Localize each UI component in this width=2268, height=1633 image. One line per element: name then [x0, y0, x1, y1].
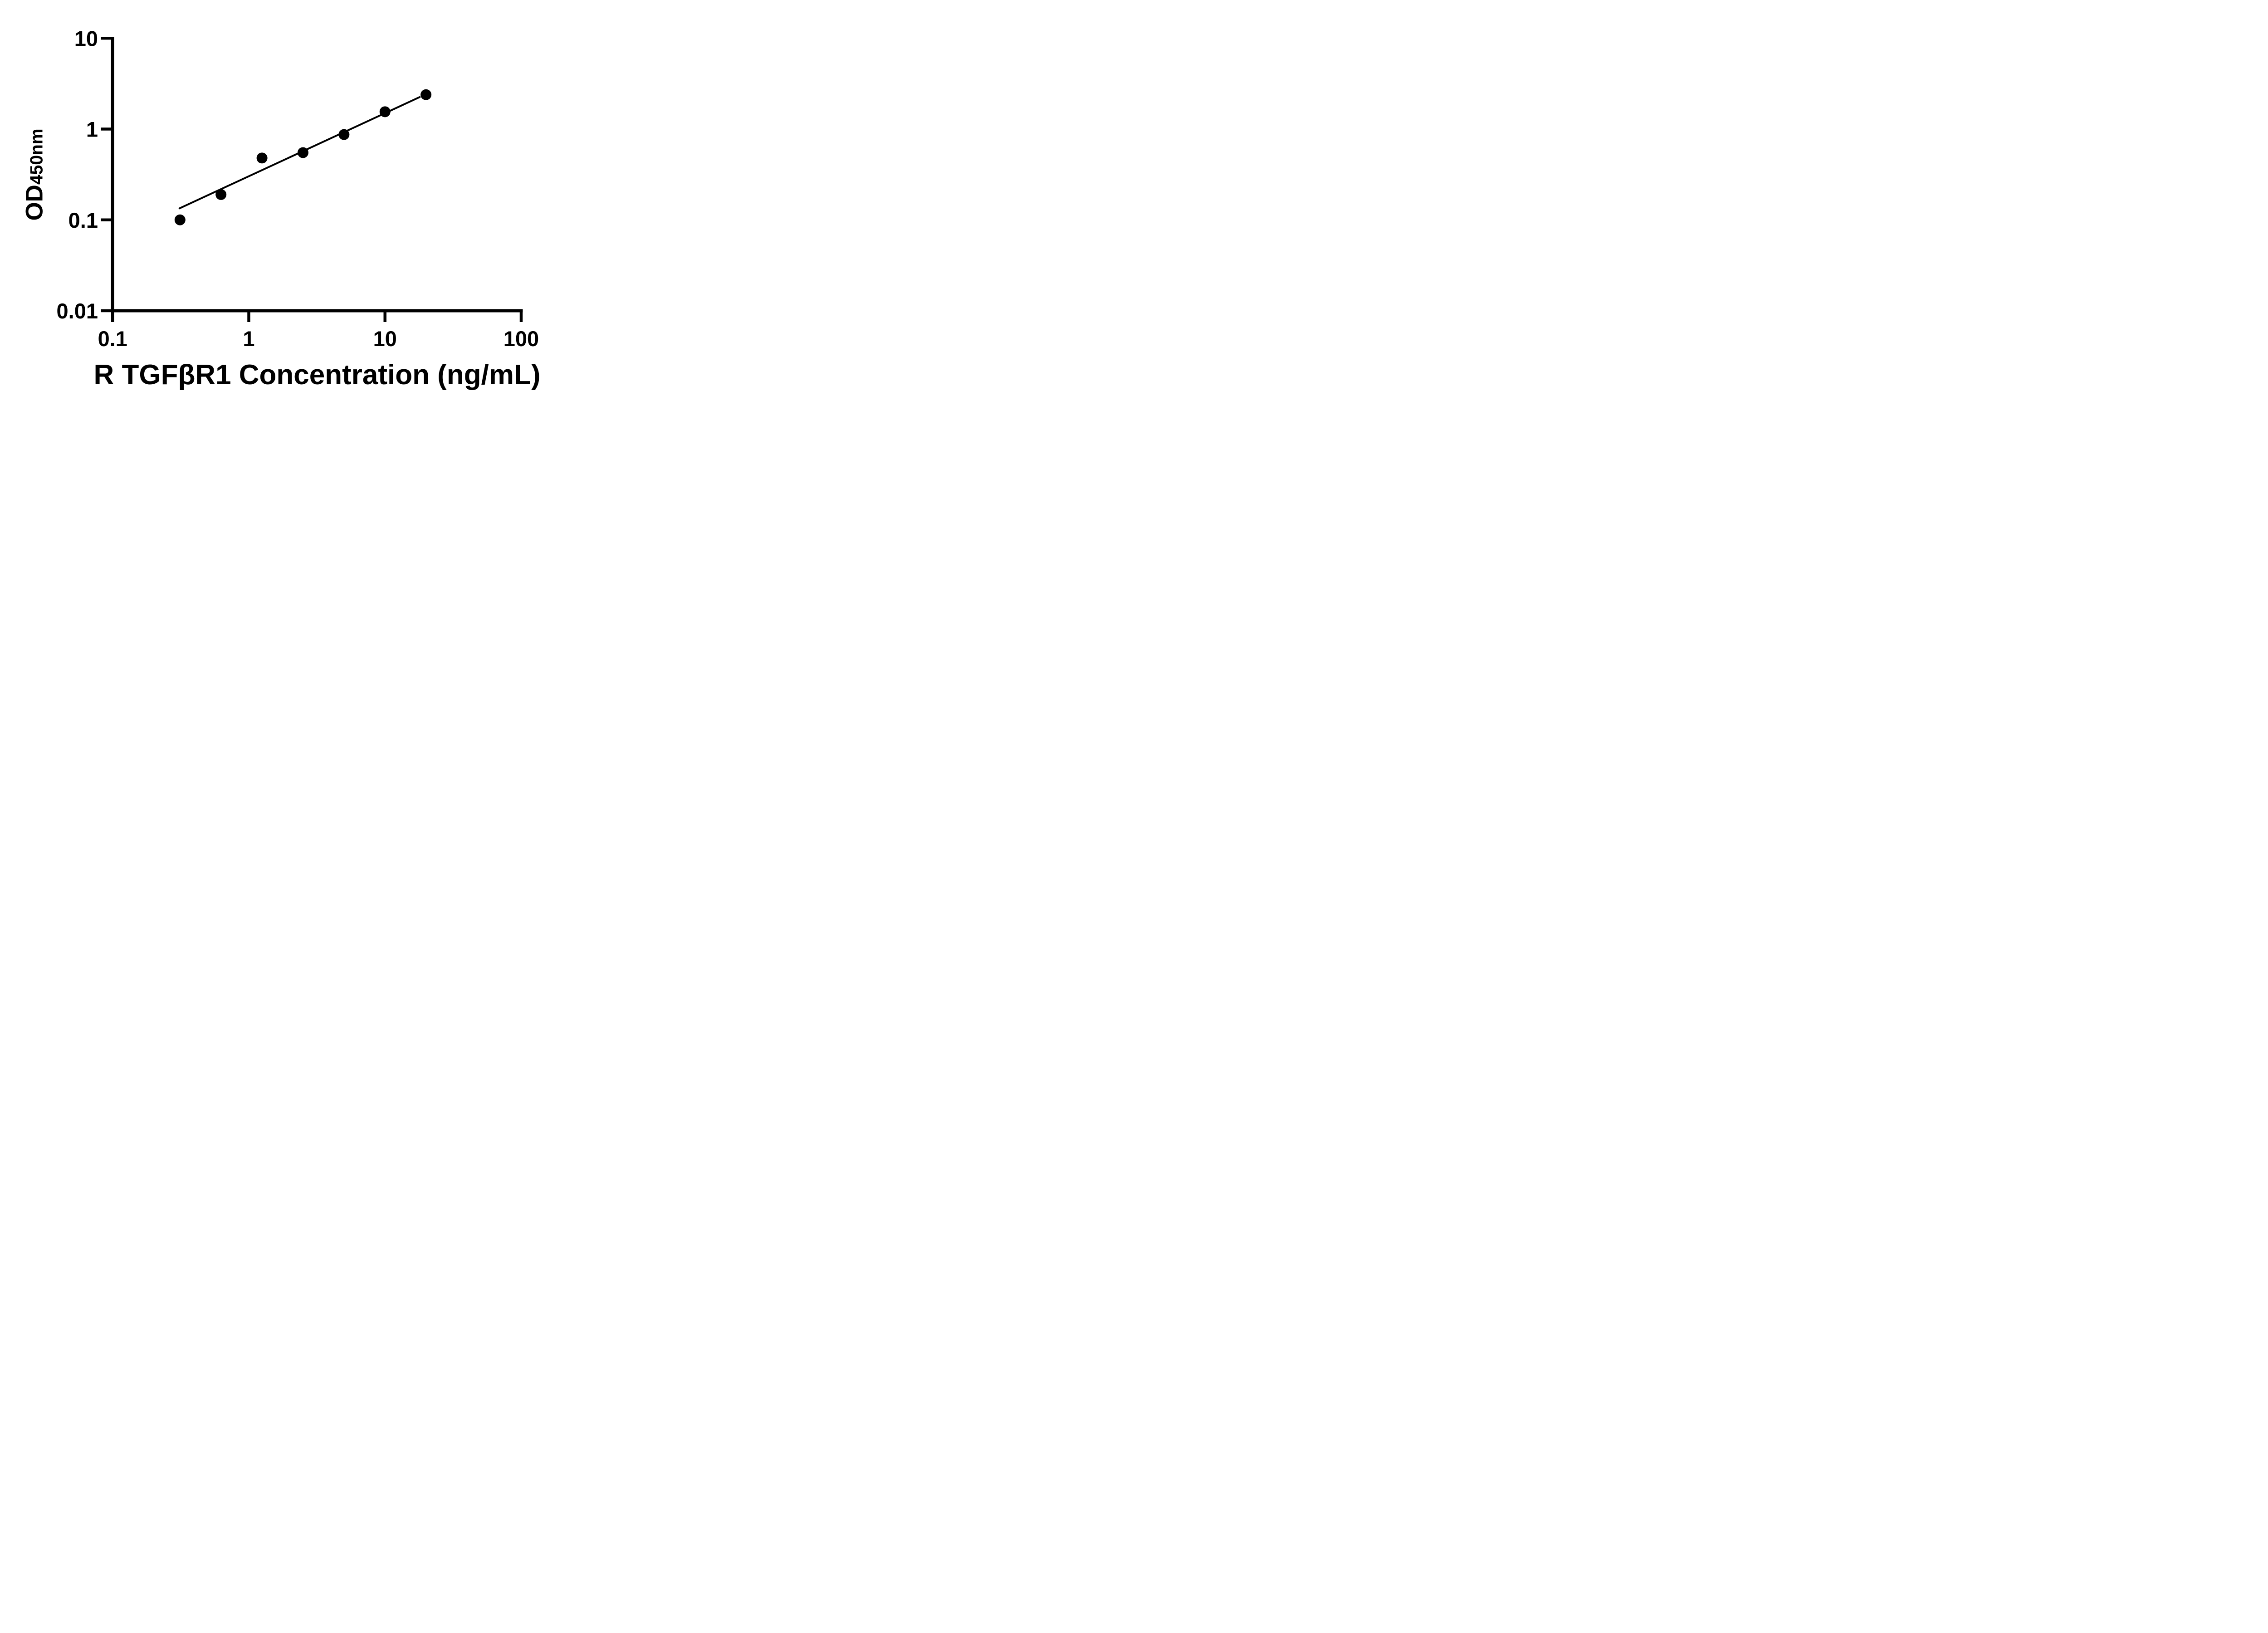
y-tick-label: 0.1 [68, 208, 98, 232]
x-axis-title: R TGFβR1 Concentration (ng/mL) [93, 359, 541, 391]
y-axis-title: OD450nm [21, 128, 49, 220]
y-tick-label: 10 [74, 26, 98, 50]
y-axis-title-sub: 450nm [27, 128, 47, 185]
data-point [420, 89, 432, 100]
data-point [174, 214, 186, 225]
data-point [297, 147, 308, 158]
y-axis-title-main: OD [21, 185, 48, 221]
x-tick-label: 0.1 [98, 327, 127, 351]
data-point [215, 189, 227, 200]
data-point [256, 152, 268, 164]
x-tick-label: 1 [243, 327, 254, 351]
y-tick-label: 0.01 [57, 299, 98, 323]
y-tick-label: 1 [86, 117, 98, 142]
x-tick-label: 10 [373, 327, 397, 351]
data-point [379, 106, 391, 117]
x-tick-label: 100 [503, 327, 539, 351]
data-point [338, 129, 350, 140]
elisa-standard-curve-figure: 10 1 0.1 0.01 0.1 1 10 100 R TGFβR1 Concentrati… [0, 0, 583, 408]
